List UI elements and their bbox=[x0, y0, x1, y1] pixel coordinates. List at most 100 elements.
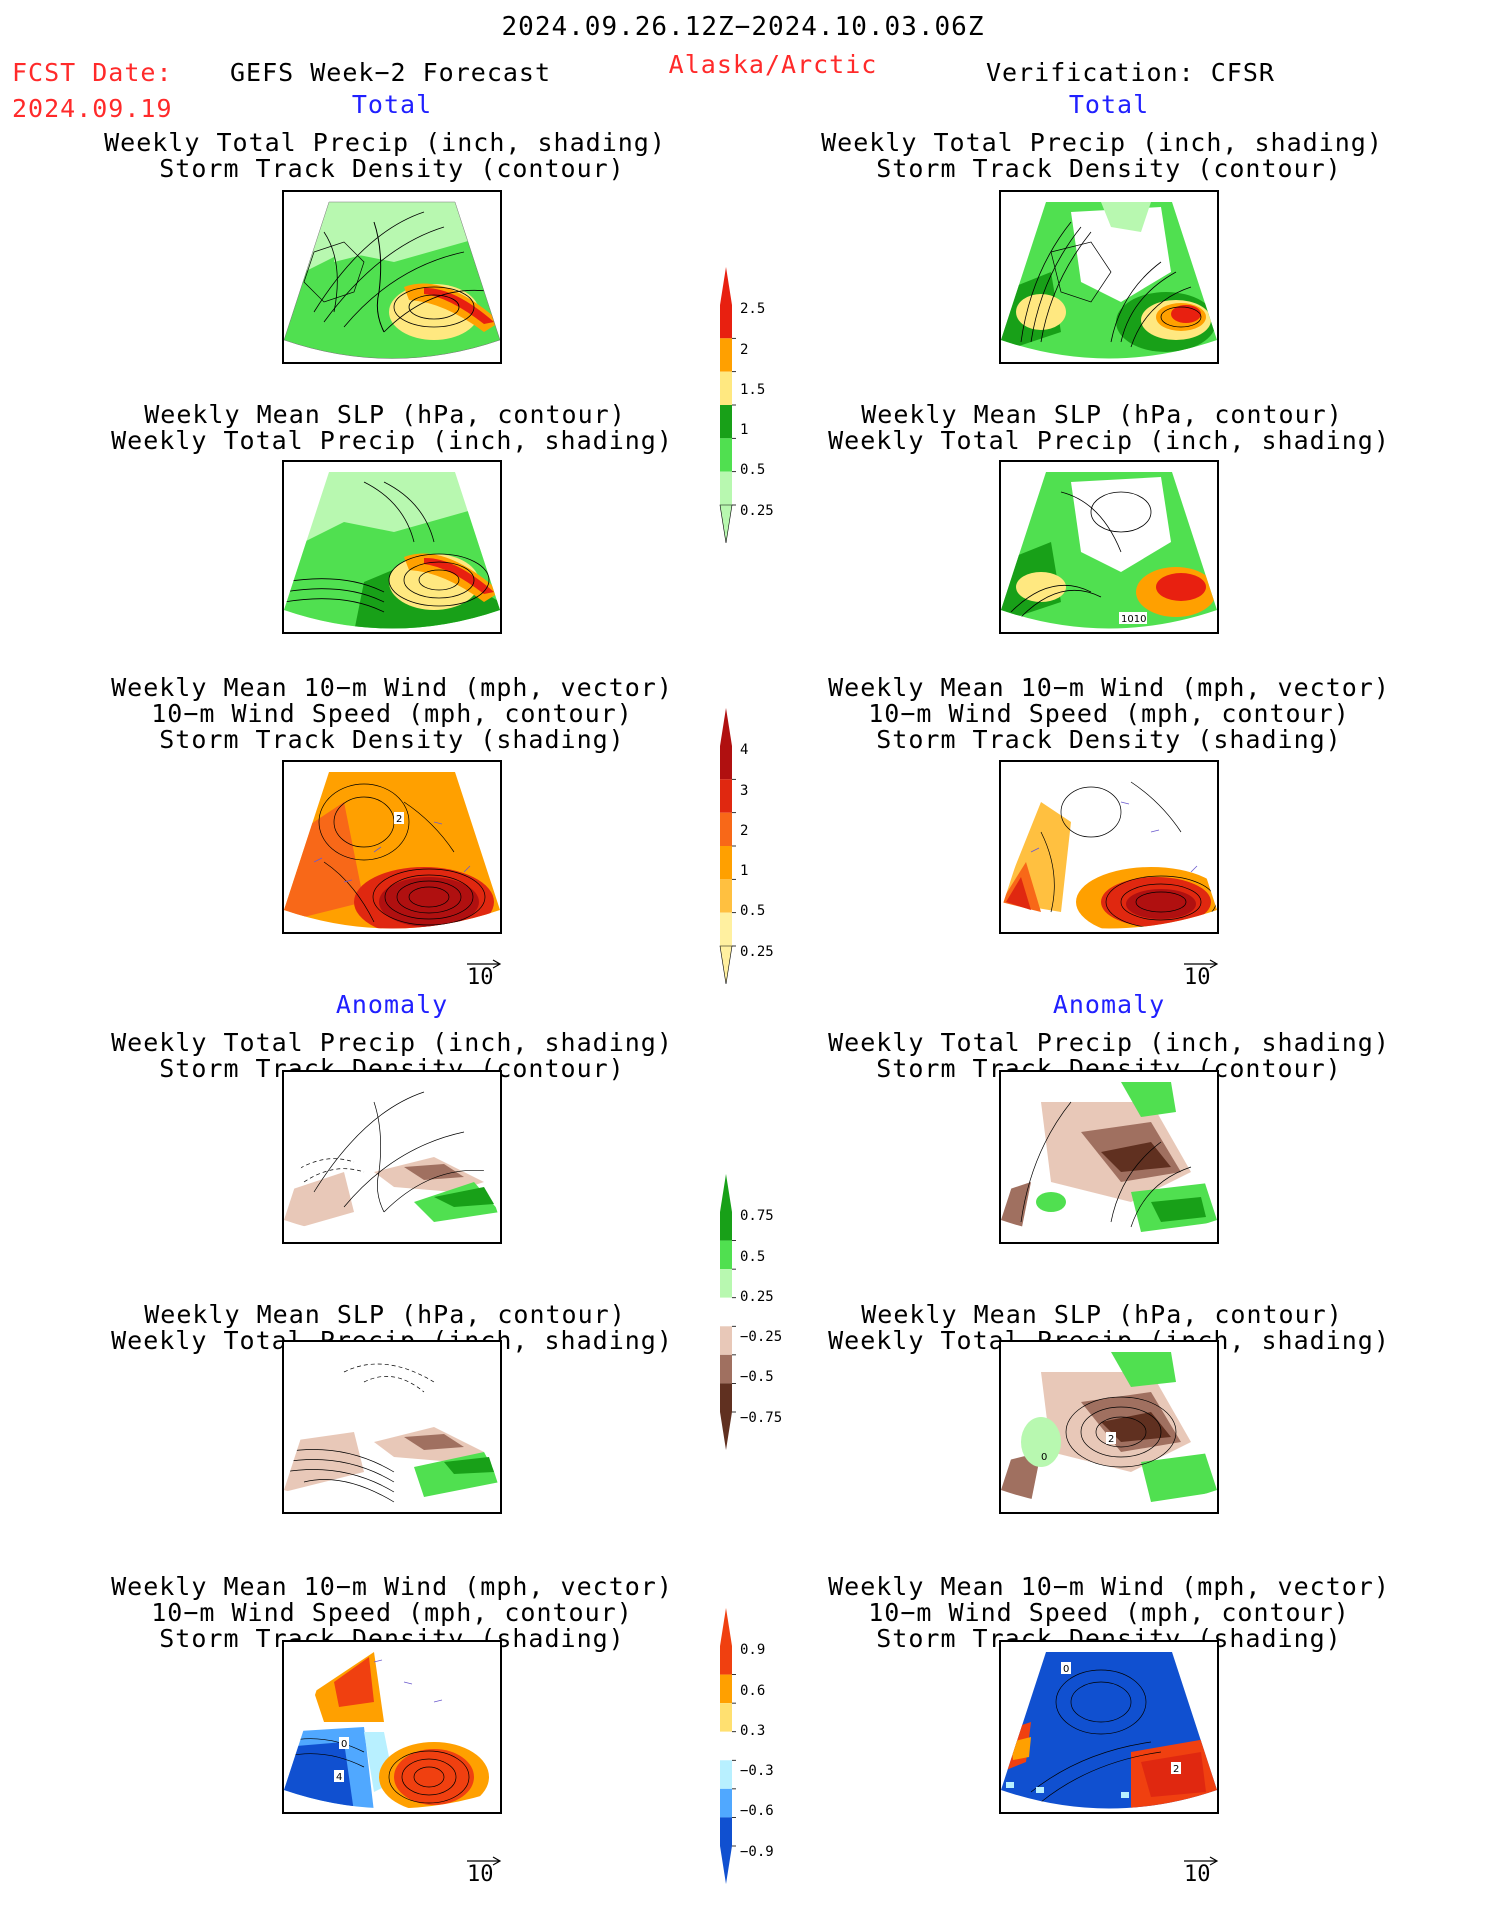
map-panel-total-precip-gefs bbox=[282, 190, 502, 364]
contour-label-2b: 2 bbox=[1108, 1434, 1114, 1445]
cb3-label-3: −0.25 bbox=[740, 1329, 783, 1345]
cb3-label-2: 0.25 bbox=[740, 1289, 774, 1305]
contour-label-0b: 0 bbox=[341, 1739, 347, 1750]
cb2-label-4: 0.5 bbox=[740, 903, 766, 919]
colorbar-segment bbox=[720, 1817, 732, 1846]
colorbar-segment bbox=[720, 812, 732, 846]
arrow-right-icon bbox=[467, 959, 502, 969]
map-panel-anom-precip-gefs bbox=[282, 1070, 502, 1244]
title-r6-line1: Weekly Mean 10−m Wind (mph, vector) bbox=[828, 1572, 1390, 1601]
title-l3-line1: Weekly Mean 10−m Wind (mph, vector) bbox=[111, 673, 673, 702]
colorbar-segment bbox=[720, 1326, 732, 1355]
verification-label: Verification: CFSR bbox=[986, 58, 1275, 87]
map-panel-anom-wind-cfsr: 0 2 bbox=[999, 1640, 1219, 1814]
map-panel-wind-track-cfsr bbox=[999, 760, 1219, 934]
colorbar-segment bbox=[720, 1212, 732, 1241]
colorbar-bottom-triangle bbox=[720, 1846, 732, 1884]
colorbar-segment bbox=[720, 779, 732, 813]
map-panel-slp-precip-gefs bbox=[282, 460, 502, 634]
colorbar-top-triangle bbox=[720, 1174, 732, 1212]
section-anomaly-right: Anomaly bbox=[1052, 990, 1166, 1019]
region-label: Alaska/Arctic bbox=[668, 50, 878, 79]
colorbar-bottom-triangle bbox=[719, 504, 733, 544]
contour-label-0c: 0 bbox=[1063, 1664, 1069, 1675]
colorbar-top-triangle bbox=[720, 708, 732, 746]
vector-reference-l3: 10 bbox=[465, 955, 505, 990]
colorbar-top-triangle bbox=[720, 1608, 732, 1646]
cb1-label-1: 2 bbox=[740, 342, 749, 358]
title-r3-line2: 10−m Wind Speed (mph, contour) bbox=[868, 699, 1350, 728]
colorbar-segment bbox=[720, 1760, 732, 1789]
title-l5-line1: Weekly Mean SLP (hPa, contour) bbox=[144, 1300, 626, 1329]
colorbar-segment bbox=[720, 879, 732, 913]
title-l3-line2: 10−m Wind Speed (mph, contour) bbox=[151, 699, 633, 728]
map-panel-slp-precip-cfsr: 1010 bbox=[999, 460, 1219, 634]
colorbar-precip-total: 2.5 2 1.5 1 0.5 0.25 bbox=[718, 265, 774, 559]
colorbar-segment bbox=[720, 846, 732, 880]
title-r1-line1: Weekly Total Precip (inch, shading) bbox=[821, 128, 1383, 157]
title-r5-line1: Weekly Mean SLP (hPa, contour) bbox=[861, 1300, 1343, 1329]
colorbar-segment bbox=[720, 1674, 732, 1704]
colorbar-segment bbox=[720, 1788, 732, 1818]
cb2-label-0: 4 bbox=[740, 742, 749, 758]
section-total-right: Total bbox=[1068, 90, 1150, 119]
contour-label-2: 2 bbox=[396, 814, 402, 825]
cb4-label-2: 0.3 bbox=[740, 1723, 766, 1739]
arrow-right-icon bbox=[1184, 1856, 1219, 1866]
title-l3-line3: Storm Track Density (shading) bbox=[159, 725, 625, 754]
colorbar-segment bbox=[720, 438, 732, 472]
cb3-label-0: 0.75 bbox=[740, 1208, 774, 1224]
forecast-title: GEFS Week−2 Forecast bbox=[230, 58, 552, 87]
arrow-right-icon bbox=[1184, 959, 1219, 969]
vector-reference-l6: 10 bbox=[465, 1852, 505, 1887]
colorbar-segment bbox=[720, 1240, 732, 1270]
colorbar-segment bbox=[720, 371, 732, 405]
cb3-label-1: 0.5 bbox=[740, 1249, 766, 1265]
cb4-label-4: −0.6 bbox=[740, 1803, 774, 1819]
colorbar-segment bbox=[720, 1269, 732, 1298]
title-r3-line1: Weekly Mean 10−m Wind (mph, vector) bbox=[828, 673, 1390, 702]
cb2-label-5: 0.25 bbox=[740, 944, 774, 960]
cb1-label-4: 0.5 bbox=[740, 462, 766, 478]
colorbar-segment bbox=[720, 1383, 732, 1412]
map-panel-anom-wind-gefs: 0 4 bbox=[282, 1640, 502, 1814]
vector-ref-label: 10 bbox=[1184, 965, 1211, 990]
title-r2-line1: Weekly Mean SLP (hPa, contour) bbox=[861, 400, 1343, 429]
colorbar-segment bbox=[720, 405, 732, 439]
section-anomaly-left: Anomaly bbox=[335, 990, 449, 1019]
title-r3-line3: Storm Track Density (shading) bbox=[876, 725, 1342, 754]
vector-ref-label: 10 bbox=[467, 965, 494, 990]
title-r4-line1: Weekly Total Precip (inch, shading) bbox=[828, 1028, 1390, 1057]
vector-reference-r3: 10 bbox=[1182, 955, 1222, 990]
colorbar-segment bbox=[720, 1354, 732, 1384]
colorbar-track-total: 4 3 2 1 0.5 0.25 bbox=[718, 706, 774, 1000]
colorbar-precip-anom: 0.75 0.5 0.25 −0.25 −0.5 −0.75 bbox=[718, 1172, 782, 1466]
colorbar-segment bbox=[720, 1646, 732, 1675]
map-panel-anom-precip-cfsr bbox=[999, 1070, 1219, 1244]
title-l1-line1: Weekly Total Precip (inch, shading) bbox=[104, 128, 666, 157]
title-l2-line1: Weekly Mean SLP (hPa, contour) bbox=[144, 400, 626, 429]
map-panel-anom-slp-gefs bbox=[282, 1340, 502, 1514]
colorbar-segment bbox=[720, 1731, 732, 1761]
cb4-label-1: 0.6 bbox=[740, 1683, 766, 1699]
cb2-label-3: 1 bbox=[740, 863, 749, 879]
cb1-label-3: 1 bbox=[740, 422, 749, 438]
colorbar-bottom-triangle bbox=[719, 945, 733, 985]
colorbar-segment bbox=[720, 338, 732, 372]
title-l1-line2: Storm Track Density (contour) bbox=[159, 154, 625, 183]
colorbar-segment bbox=[720, 305, 732, 339]
section-total-left: Total bbox=[351, 90, 433, 119]
colorbar-top-triangle bbox=[720, 267, 732, 305]
title-l4-line1: Weekly Total Precip (inch, shading) bbox=[111, 1028, 673, 1057]
contour-label-2c: 2 bbox=[1173, 1764, 1179, 1775]
cb2-label-1: 3 bbox=[740, 783, 749, 799]
vector-ref-label: 10 bbox=[1184, 1862, 1211, 1887]
title-r2-line2: Weekly Total Precip (inch, shading) bbox=[828, 426, 1390, 455]
colorbar-segment bbox=[720, 1703, 732, 1732]
map-panel-total-precip-cfsr bbox=[999, 190, 1219, 364]
colorbar-segment bbox=[720, 471, 732, 505]
fcst-date-label: FCST Date: bbox=[12, 58, 173, 87]
cb1-label-5: 0.25 bbox=[740, 503, 774, 519]
cb1-label-2: 1.5 bbox=[740, 382, 766, 398]
colorbar-segment bbox=[720, 1297, 732, 1327]
